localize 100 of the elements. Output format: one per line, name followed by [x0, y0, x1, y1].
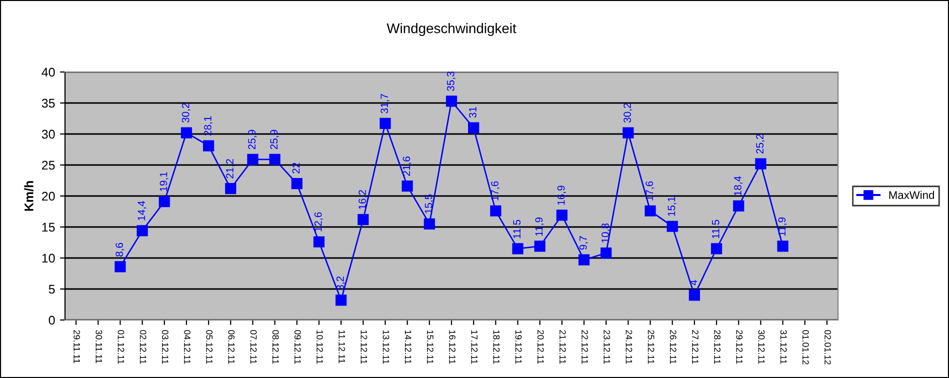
data-label: 25,2	[756, 134, 765, 154]
data-label: 16,9	[557, 186, 566, 205]
point	[203, 140, 214, 152]
data-label: 15,1	[668, 196, 676, 216]
data-label: 12,6	[314, 212, 324, 232]
y-tick-label: 40	[42, 68, 55, 77]
point	[136, 225, 148, 236]
point	[269, 154, 280, 165]
x-tick-label: 31.12.11	[780, 330, 787, 364]
y-axis-title: Km/h	[24, 181, 34, 211]
y-tick-label: 25	[42, 160, 55, 170]
point	[755, 158, 766, 170]
x-tick-label: 26.12.11	[670, 330, 676, 364]
point	[180, 127, 192, 138]
x-tick-label: 10.12.11	[316, 330, 323, 364]
point	[688, 290, 700, 301]
x-tick-label: 18.12.11	[493, 330, 500, 364]
x-tick-label: 12.12.11	[360, 330, 368, 364]
point	[114, 261, 126, 272]
point	[600, 247, 612, 259]
x-tick-label: 08.12.11	[272, 330, 279, 364]
point	[225, 183, 236, 194]
data-label: 25,9	[270, 130, 279, 150]
y-tick-label: 10	[42, 254, 55, 263]
x-tick-label: 11.12.11	[338, 330, 346, 364]
x-tick-label: 02.01.12	[824, 330, 831, 364]
chart-title: Windgeschwindigkeit	[386, 23, 516, 36]
data-label: 31	[469, 107, 476, 118]
point	[358, 214, 369, 226]
point	[490, 205, 502, 216]
x-tick-label: 22.12.11	[582, 330, 588, 364]
point	[468, 122, 480, 134]
x-tick-label: 30.11.11	[96, 330, 102, 364]
point	[622, 127, 634, 138]
data-label: 25,9	[248, 130, 257, 150]
x-tick-label: 16.12.11	[449, 330, 456, 364]
data-label: 22	[292, 162, 300, 174]
point	[512, 243, 524, 254]
x-tick-label: 19.12.11	[515, 330, 522, 364]
x-tick-label: 13.12.11	[382, 330, 390, 364]
point	[777, 240, 788, 252]
point	[247, 154, 258, 165]
point	[446, 96, 458, 107]
x-tick-label: 17.12.11	[471, 330, 478, 364]
point	[710, 243, 722, 254]
x-tick-label: 07.12.11	[250, 330, 257, 364]
y-tick-label: 5	[48, 284, 55, 294]
data-label: 11,9	[535, 217, 544, 236]
point	[336, 294, 347, 306]
data-label: 21,6	[402, 156, 412, 176]
x-tick-label: 04.12.11	[184, 330, 190, 364]
x-tick-label: 27.12.11	[692, 330, 698, 364]
point	[380, 118, 391, 130]
data-label: 18,4	[734, 176, 743, 196]
data-label: 8,6	[116, 242, 124, 257]
point	[666, 220, 678, 232]
x-tick-label: 09.12.11	[294, 330, 301, 364]
x-tick-label: 23.12.11	[604, 330, 610, 364]
x-tick-label: 20.12.11	[537, 330, 544, 364]
point	[313, 236, 325, 248]
x-tick-label: 21.12.11	[560, 330, 566, 364]
point	[556, 210, 568, 221]
point	[733, 200, 744, 212]
point	[534, 240, 546, 252]
x-tick-label: 01.12.11	[118, 330, 124, 364]
data-label: 28,1	[204, 116, 213, 136]
data-label: 35,3	[446, 72, 456, 92]
x-tick-label: 25.12.11	[648, 330, 654, 364]
x-tick-label: 24.12.11	[626, 330, 632, 364]
data-label: 14,4	[138, 201, 146, 220]
point	[578, 254, 590, 266]
y-tick-label: 30	[42, 130, 55, 139]
point	[402, 180, 413, 192]
x-tick-label: 01.01.12	[802, 330, 809, 364]
legend-label: MaxWind	[889, 190, 934, 199]
point	[291, 178, 302, 190]
x-tick-label: 14.12.11	[404, 330, 412, 364]
point	[644, 205, 656, 216]
point	[158, 196, 170, 208]
data-label: 21,2	[226, 159, 235, 178]
data-label: 30,2	[624, 103, 632, 123]
x-tick-label: 05.12.11	[206, 330, 213, 364]
data-label: 31,7	[380, 94, 390, 114]
x-tick-label: 28.12.11	[714, 330, 720, 364]
data-label: 19,1	[160, 172, 168, 192]
x-tick-label: 15.12.11	[426, 330, 434, 364]
data-label: 16,2	[358, 190, 368, 210]
x-tick-label: 29.12.11	[736, 330, 743, 364]
y-tick-label: 0	[48, 316, 55, 325]
data-label: 11,5	[513, 220, 522, 238]
x-tick-label: 30.12.11	[758, 330, 765, 364]
x-tick-label: 02.12.11	[140, 330, 146, 364]
data-label: 9,7	[579, 236, 588, 250]
x-tick-label: 06.12.11	[228, 330, 235, 364]
data-label: 11,5	[712, 220, 721, 238]
y-tick-label: 35	[42, 98, 55, 108]
point	[424, 218, 435, 230]
y-tick-label: 15	[42, 222, 55, 232]
y-tick-label: 20	[42, 192, 55, 201]
data-label: 3,2	[336, 276, 346, 290]
